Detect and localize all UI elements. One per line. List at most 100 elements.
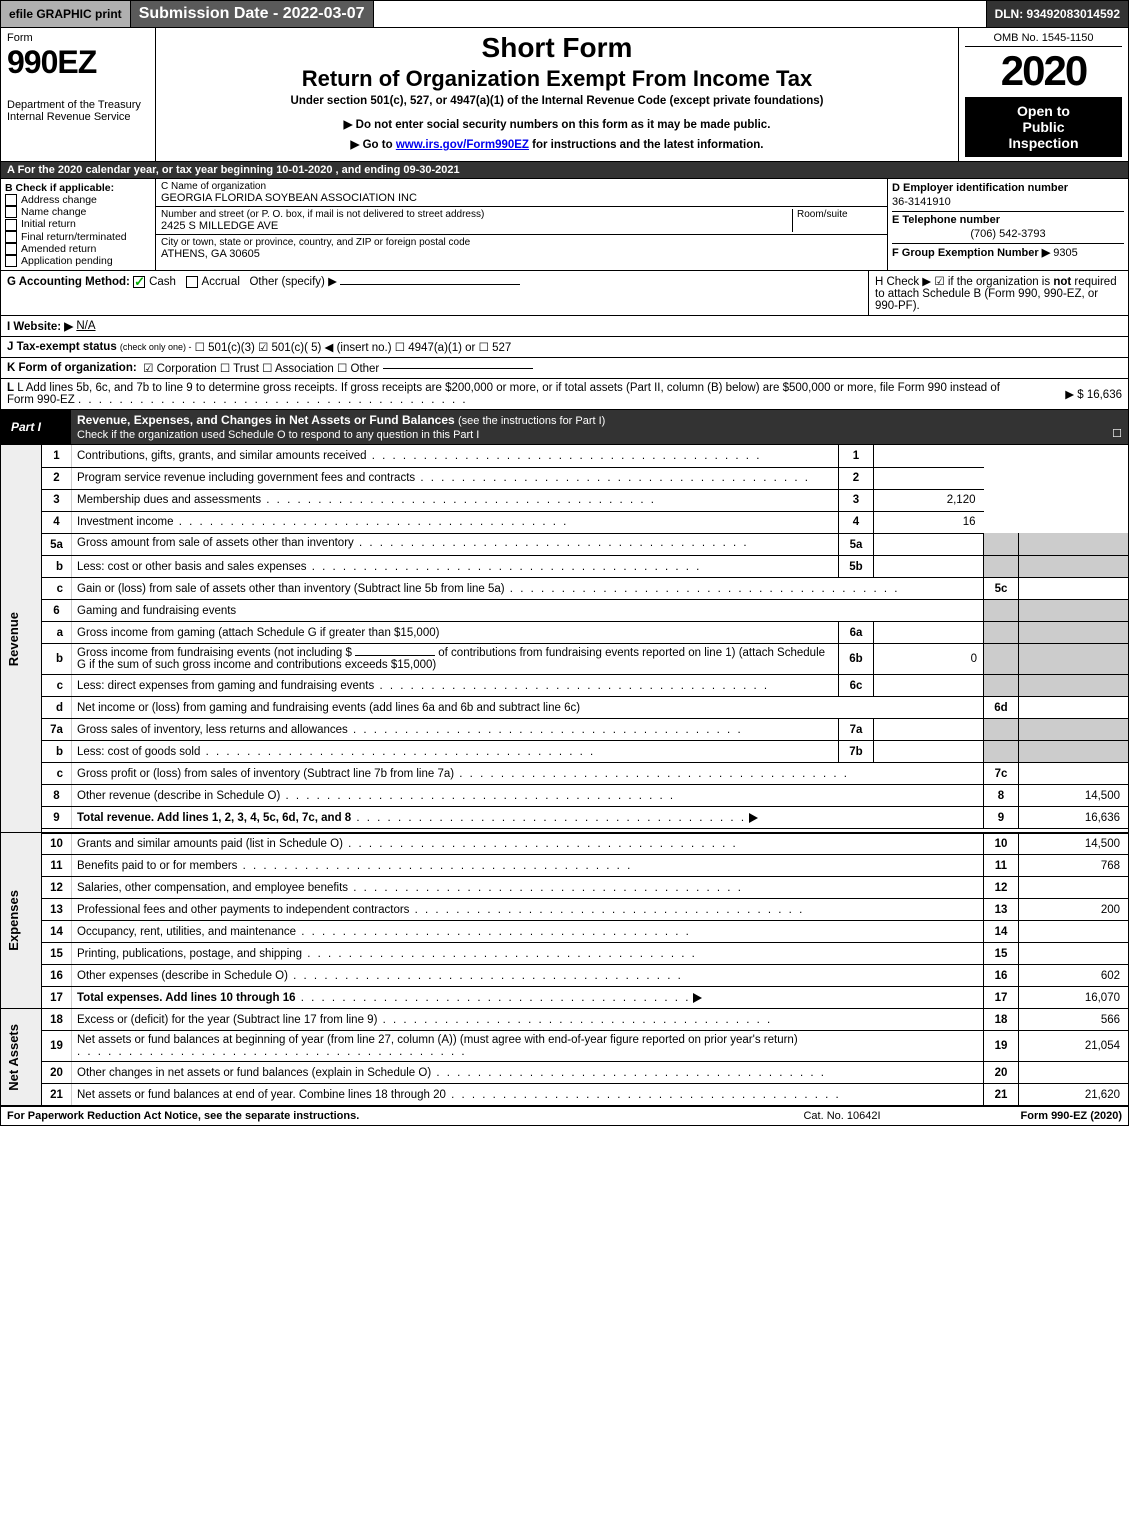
b-opt-pending[interactable]: Application pending	[5, 255, 151, 267]
b-title: B Check if applicable:	[5, 182, 151, 194]
b-opt-address[interactable]: Address change	[5, 194, 151, 206]
section-b: B Check if applicable: Address change Na…	[1, 179, 156, 270]
row-7c: cGross profit or (loss) from sales of in…	[1, 763, 1129, 785]
netassets-side: Net Assets	[6, 1024, 21, 1091]
j-sub: (check only one) -	[120, 342, 192, 352]
line-l: L L Add lines 5b, 6c, and 7b to line 9 t…	[0, 379, 1129, 410]
i-label: I Website: ▶	[7, 319, 73, 333]
title-short-form: Short Form	[162, 32, 952, 64]
omb-no: OMB No. 1545-1150	[965, 32, 1122, 47]
footer-cat: Cat. No. 10642I	[742, 1110, 942, 1122]
website-value: N/A	[76, 320, 95, 332]
g-cash-check[interactable]	[133, 276, 145, 288]
line-a-period: A For the 2020 calendar year, or tax yea…	[0, 162, 1129, 179]
dept-irs: Internal Revenue Service	[7, 111, 149, 123]
row-6d: dNet income or (loss) from gaming and fu…	[1, 697, 1129, 719]
room-label: Room/suite	[797, 209, 882, 220]
grp-label: F Group Exemption Number ▶	[892, 247, 1050, 259]
section-def: D Employer identification number 36-3141…	[888, 179, 1128, 270]
footer-left: For Paperwork Reduction Act Notice, see …	[7, 1110, 742, 1122]
efile-label[interactable]: efile GRAPHIC print	[1, 1, 131, 27]
c-name-cell: C Name of organization GEORGIA FLORIDA S…	[156, 179, 887, 207]
ein-value: 36-3141910	[892, 195, 1124, 209]
part-1-label: Part I	[1, 410, 71, 444]
open-line-3: Inspection	[969, 135, 1118, 151]
line-j: J Tax-exempt status (check only one) - ☐…	[0, 337, 1129, 358]
j-label: J Tax-exempt status	[7, 341, 117, 353]
row-3: 3Membership dues and assessments32,120	[1, 489, 1129, 511]
section-c: C Name of organization GEORGIA FLORIDA S…	[156, 179, 888, 270]
revenue-side: Revenue	[6, 612, 21, 666]
expenses-side: Expenses	[6, 890, 21, 951]
part-1-checkbox[interactable]: ☐	[1112, 427, 1122, 440]
top-bar: efile GRAPHIC print Submission Date - 20…	[0, 0, 1129, 28]
g-label: G Accounting Method:	[7, 276, 130, 288]
6b-amount-input[interactable]	[355, 655, 435, 656]
topbar-spacer	[374, 1, 987, 27]
row-11: 11Benefits paid to or for members11768	[1, 855, 1129, 877]
row-6: 6Gaming and fundraising events	[1, 600, 1129, 622]
irs-link[interactable]: www.irs.gov/Form990EZ	[396, 139, 529, 151]
footer-form: Form 990-EZ (2020)	[942, 1110, 1122, 1122]
tel-value: (706) 542-3793	[892, 227, 1124, 241]
open-line-1: Open to	[969, 103, 1118, 119]
g-accrual-check[interactable]	[186, 276, 198, 288]
b-opt-name[interactable]: Name change	[5, 206, 151, 218]
g-cash: Cash	[149, 276, 176, 288]
l-amount: ▶ $ 16,636	[1002, 387, 1122, 401]
line-i: I Website: ▶ N/A	[0, 316, 1129, 337]
header-right: OMB No. 1545-1150 2020 Open to Public In…	[958, 28, 1128, 161]
group-exemption: F Group Exemption Number ▶ 9305	[892, 243, 1124, 260]
header-center: Short Form Return of Organization Exempt…	[156, 28, 958, 161]
row-18: Net Assets 18Excess or (deficit) for the…	[1, 1009, 1129, 1031]
goto-post: for instructions and the latest informat…	[529, 139, 764, 151]
arrow-icon	[749, 813, 758, 823]
row-10: Expenses 10Grants and similar amounts pa…	[1, 833, 1129, 855]
goto-line: ▶ Go to www.irs.gov/Form990EZ for instru…	[162, 137, 952, 151]
org-name: GEORGIA FLORIDA SOYBEAN ASSOCIATION INC	[161, 192, 882, 204]
part-1-table: Revenue 1Contributions, gifts, grants, a…	[0, 445, 1129, 1106]
dept-treasury: Department of the Treasury	[7, 99, 149, 111]
title-return: Return of Organization Exempt From Incom…	[162, 66, 952, 92]
c-city-cell: City or town, state or province, country…	[156, 235, 887, 262]
row-9: 9Total revenue. Add lines 1, 2, 3, 4, 5c…	[1, 807, 1129, 829]
part-1-header: Part I Revenue, Expenses, and Changes in…	[0, 410, 1129, 445]
line-g-h: G Accounting Method: Cash Accrual Other …	[0, 271, 1129, 316]
row-5c: cGain or (loss) from sale of assets othe…	[1, 578, 1129, 600]
header-left: Form 990EZ Department of the Treasury In…	[1, 28, 156, 161]
row-6a: aGross income from gaming (attach Schedu…	[1, 622, 1129, 644]
k-other-input[interactable]	[383, 368, 533, 369]
k-opts: ☑ Corporation ☐ Trust ☐ Association ☐ Ot…	[143, 361, 379, 375]
g-other: Other (specify) ▶	[249, 276, 336, 288]
row-17: 17Total expenses. Add lines 10 through 1…	[1, 987, 1129, 1009]
g-other-input[interactable]	[340, 284, 520, 285]
row-16: 16Other expenses (describe in Schedule O…	[1, 965, 1129, 987]
row-5a: 5aGross amount from sale of assets other…	[1, 533, 1129, 556]
g-accrual: Accrual	[202, 276, 240, 288]
form-label: Form	[7, 32, 149, 44]
arrow-icon	[693, 993, 702, 1003]
k-label: K Form of organization:	[7, 362, 137, 374]
row-7b: bLess: cost of goods sold7b	[1, 741, 1129, 763]
row-4: 4Investment income416	[1, 511, 1129, 533]
row-20: 20Other changes in net assets or fund ba…	[1, 1062, 1129, 1084]
row-7a: 7aGross sales of inventory, less returns…	[1, 719, 1129, 741]
part-1-title: Revenue, Expenses, and Changes in Net As…	[77, 413, 455, 427]
addr-label: Number and street (or P. O. box, if mail…	[161, 209, 792, 220]
b-opt-initial[interactable]: Initial return	[5, 218, 151, 230]
row-12: 12Salaries, other compensation, and empl…	[1, 877, 1129, 899]
row-5b: bLess: cost or other basis and sales exp…	[1, 556, 1129, 578]
submission-date: Submission Date - 2022-03-07	[131, 1, 374, 27]
row-14: 14Occupancy, rent, utilities, and mainte…	[1, 921, 1129, 943]
b-opt-amended[interactable]: Amended return	[5, 243, 151, 255]
form-header: Form 990EZ Department of the Treasury In…	[0, 28, 1129, 162]
tel-label: E Telephone number	[892, 211, 1124, 227]
row-2: 2Program service revenue including gover…	[1, 467, 1129, 489]
part-1-title-box: Revenue, Expenses, and Changes in Net As…	[71, 410, 1128, 444]
city-label: City or town, state or province, country…	[161, 237, 882, 248]
row-6b: bGross income from fundraising events (n…	[1, 644, 1129, 675]
under-section: Under section 501(c), 527, or 4947(a)(1)…	[162, 95, 952, 107]
tax-year: 2020	[965, 47, 1122, 95]
row-1: Revenue 1Contributions, gifts, grants, a…	[1, 445, 1129, 467]
b-opt-final[interactable]: Final return/terminated	[5, 231, 151, 243]
